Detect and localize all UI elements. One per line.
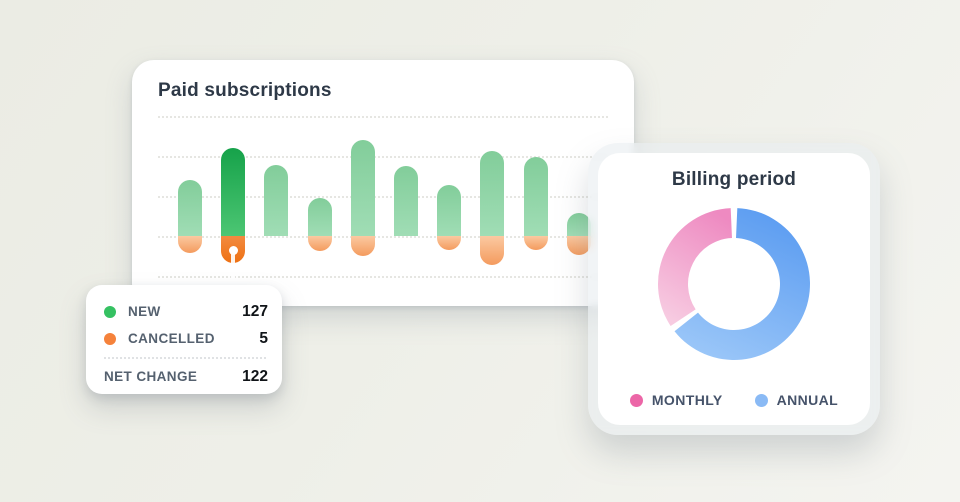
annual-dot-icon	[754, 393, 768, 407]
bar-new-segment	[264, 165, 289, 236]
tooltip-value-net-change: 122	[242, 367, 268, 385]
billing-donut-chart	[657, 208, 810, 360]
bar-group[interactable]	[178, 60, 202, 306]
bar-new-segment	[307, 198, 332, 236]
bar-group[interactable]	[221, 60, 246, 306]
legend-item-annual: ANNUAL	[754, 392, 839, 408]
bar-new-segment	[178, 180, 202, 236]
tooltip-row-cancelled: CANCELLED 5	[104, 325, 268, 352]
cancelled-dot-icon	[104, 332, 116, 345]
billing-period-card: Billing period MONTHLY ANNUAL	[588, 143, 880, 435]
tooltip-divider	[104, 357, 266, 359]
subscriptions-bar-chart	[132, 60, 634, 306]
selection-tooltip: NEW 127 CANCELLED 5 NET CHANGE 122	[86, 285, 282, 394]
paid-subscriptions-title: Paid subscriptions	[158, 80, 332, 101]
bar-new-segment	[394, 166, 418, 236]
selected-bar-stem	[231, 250, 236, 296]
gridline	[158, 116, 608, 118]
bar-group[interactable]	[480, 60, 505, 306]
paid-subscriptions-card: Paid subscriptions	[132, 60, 634, 306]
bar-cancelled-segment	[307, 236, 332, 251]
donut-slice-annual[interactable]	[674, 208, 810, 360]
bar-group[interactable]	[523, 60, 548, 306]
monthly-dot-icon	[629, 393, 643, 407]
billing-legend: MONTHLY ANNUAL	[598, 392, 870, 408]
gridline	[158, 156, 608, 158]
bar-new-segment	[480, 151, 505, 236]
gridline	[158, 236, 608, 238]
bar-cancelled-segment	[350, 236, 375, 256]
billing-period-card-inner: Billing period MONTHLY ANNUAL	[598, 153, 870, 425]
tooltip-row-new: NEW 127	[104, 298, 268, 325]
bar-group[interactable]	[437, 60, 462, 306]
tooltip-total-row: NET CHANGE 122	[104, 363, 268, 390]
tooltip-label-new: NEW	[128, 304, 161, 319]
bar-group[interactable]	[394, 60, 418, 306]
bar-cancelled-segment	[437, 236, 462, 250]
new-dot-icon	[104, 305, 116, 318]
tooltip-value-new: 127	[242, 302, 268, 320]
gridline	[158, 196, 608, 198]
selected-bar-dot-icon	[228, 246, 238, 255]
bar-cancelled-segment	[566, 236, 591, 255]
legend-item-monthly: MONTHLY	[629, 392, 723, 408]
bar-group[interactable]	[566, 60, 591, 306]
tooltip-label-cancelled: CANCELLED	[128, 331, 215, 346]
bar-new-segment	[523, 157, 548, 236]
bar-new-segment	[566, 213, 591, 236]
bar-group[interactable]	[264, 60, 289, 306]
annual-legend-label: ANNUAL	[776, 392, 839, 408]
monthly-legend-label: MONTHLY	[651, 392, 723, 408]
bar-new-segment	[221, 148, 246, 236]
tooltip-value-cancelled: 5	[259, 329, 268, 347]
gridline	[158, 276, 608, 278]
bar-new-segment	[350, 140, 375, 236]
bar-group[interactable]	[350, 60, 375, 306]
bar-cancelled-segment	[178, 236, 202, 253]
billing-period-title: Billing period	[671, 169, 797, 190]
tooltip-label-net-change: NET CHANGE	[104, 369, 198, 384]
bar-cancelled-segment	[480, 236, 505, 265]
bar-new-segment	[437, 185, 462, 236]
donut-slice-monthly[interactable]	[657, 208, 732, 326]
bar-group[interactable]	[307, 60, 332, 306]
bar-cancelled-segment	[523, 236, 548, 250]
